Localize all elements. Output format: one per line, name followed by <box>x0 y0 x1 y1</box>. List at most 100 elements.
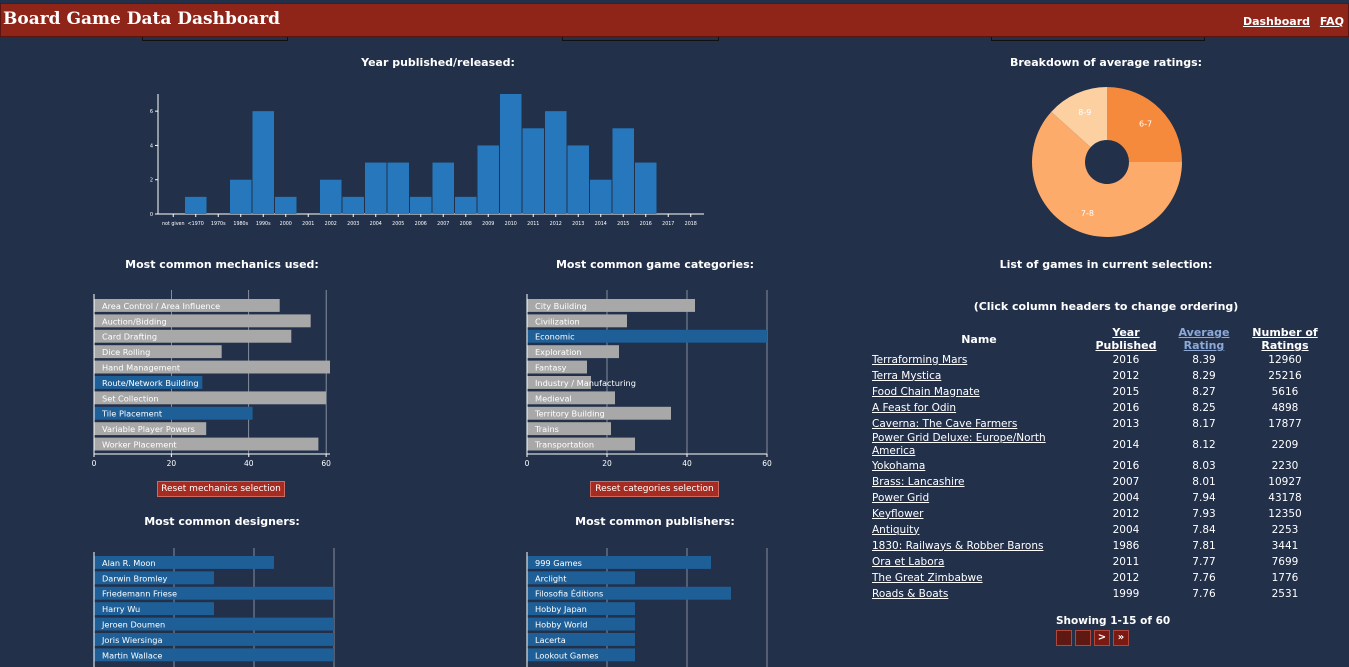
bar[interactable] <box>527 602 635 616</box>
x-tick-label: 2007 <box>437 221 449 227</box>
game-name-link[interactable]: Terra Mystica <box>872 369 942 382</box>
bar[interactable] <box>527 314 627 328</box>
game-name-link[interactable]: Yokohama <box>872 459 926 472</box>
reset-mechanics-button[interactable]: Reset mechanics selection <box>157 481 285 497</box>
bar[interactable] <box>94 314 311 328</box>
game-name-link[interactable]: Caverna: The Cave Farmers <box>872 417 1018 430</box>
bar[interactable] <box>527 648 635 662</box>
bar[interactable] <box>527 376 591 389</box>
column-header-year[interactable]: Year Published <box>1095 326 1157 352</box>
bar-label: Transportation <box>534 440 594 450</box>
game-name-link[interactable]: Terraforming Mars <box>872 353 968 366</box>
year-bar[interactable] <box>612 128 635 214</box>
x-tick-label: <1970 <box>188 221 204 227</box>
year-bar[interactable] <box>500 94 522 214</box>
bar[interactable] <box>94 360 330 374</box>
year-bar[interactable] <box>635 162 657 214</box>
year-bar[interactable] <box>185 196 207 214</box>
game-name-link[interactable]: Antiquity <box>872 523 920 536</box>
bar[interactable] <box>94 571 214 585</box>
bar[interactable] <box>527 345 619 359</box>
game-name-link[interactable]: A Feast for Odin <box>872 401 957 414</box>
bar[interactable] <box>94 633 334 646</box>
bar[interactable] <box>94 406 253 420</box>
nav-dashboard-link[interactable]: Dashboard <box>1242 15 1311 28</box>
categories-chart-title: Most common game categories: <box>555 258 755 271</box>
rating-cell: 7.76 <box>1192 587 1216 600</box>
game-name-link[interactable]: Power Grid <box>872 491 930 504</box>
bar[interactable] <box>527 391 615 405</box>
publishers-bar-chart: 999 Games Arclight Filosofia Éditions Hobby… <box>526 548 768 667</box>
num-cell: 25216 <box>1268 369 1302 382</box>
game-name-link[interactable]: The Great Zimbabwe <box>872 571 983 584</box>
donut-slice[interactable] <box>1051 87 1107 148</box>
next-page-button[interactable]: > <box>1094 630 1110 646</box>
year-bar[interactable] <box>365 162 387 214</box>
last-page-button[interactable]: » <box>1113 630 1129 646</box>
game-name-link[interactable]: Roads & Boats <box>872 587 949 600</box>
column-header-name[interactable]: Name <box>961 332 997 346</box>
game-name-link[interactable]: Brass: Lancashire <box>872 475 965 488</box>
num-cell: 12960 <box>1268 353 1302 366</box>
year-bar[interactable] <box>522 128 545 214</box>
year-bar[interactable] <box>252 111 275 214</box>
donut-slice[interactable] <box>1107 87 1182 162</box>
donut-slice[interactable] <box>1032 111 1182 237</box>
year-cell: 2011 <box>1112 555 1140 568</box>
first-page-button[interactable] <box>1056 630 1072 646</box>
bar[interactable] <box>527 633 635 646</box>
bar[interactable] <box>94 345 222 359</box>
column-header-num-ratings[interactable]: Number of Ratings <box>1252 326 1318 352</box>
game-name-link[interactable]: Food Chain Magnate <box>872 385 980 398</box>
year-bar[interactable] <box>387 162 410 214</box>
bar[interactable] <box>527 586 731 600</box>
x-tick-label: 60 <box>321 459 331 468</box>
bar[interactable] <box>94 376 203 389</box>
bar[interactable] <box>527 406 671 420</box>
bar[interactable] <box>527 329 767 343</box>
bar-label: Variable Player Powers <box>102 424 195 434</box>
bar[interactable] <box>527 437 635 451</box>
bar[interactable] <box>527 360 587 374</box>
year-bar[interactable] <box>275 196 297 214</box>
year-bar[interactable] <box>410 196 432 214</box>
year-bar[interactable] <box>545 111 567 214</box>
bar[interactable] <box>527 299 695 312</box>
bar[interactable] <box>527 617 635 631</box>
bar[interactable] <box>94 422 207 436</box>
year-bar[interactable] <box>590 179 612 214</box>
x-tick-label: 2016 <box>640 221 652 227</box>
table-row: Terra Mystica 2012 8.29 25216 <box>870 368 1326 384</box>
bar[interactable] <box>527 571 635 585</box>
year-cell: 2014 <box>1112 438 1140 451</box>
game-name-link[interactable]: Keyflower <box>872 507 924 520</box>
column-header-rating[interactable]: Average Rating <box>1178 326 1230 352</box>
bar[interactable] <box>527 422 611 436</box>
bar[interactable] <box>94 437 319 451</box>
year-cell: 2015 <box>1112 385 1140 398</box>
year-bar[interactable] <box>342 196 365 214</box>
game-name-link[interactable]: Power Grid Deluxe: Europe/North America <box>872 432 1046 457</box>
bar[interactable] <box>527 556 711 569</box>
prev-page-button[interactable] <box>1075 630 1091 646</box>
bar[interactable] <box>94 556 274 569</box>
bar[interactable] <box>94 329 292 343</box>
bar[interactable] <box>94 391 327 405</box>
year-bar[interactable] <box>320 179 342 214</box>
game-name-link[interactable]: Ora et Labora <box>872 555 945 568</box>
year-bar[interactable] <box>567 145 590 214</box>
bar[interactable] <box>94 648 334 662</box>
game-name-link[interactable]: 1830: Railways & Robber Barons <box>872 539 1044 552</box>
x-tick-label: 2011 <box>527 221 539 227</box>
bar[interactable] <box>94 299 280 312</box>
nav-faq-link[interactable]: FAQ <box>1319 15 1344 28</box>
year-bar[interactable] <box>455 196 477 214</box>
year-bar[interactable] <box>477 145 500 214</box>
table-row: Yokohama 2016 8.03 2230 <box>870 458 1326 474</box>
bar[interactable] <box>94 586 334 600</box>
reset-categories-button[interactable]: Reset categories selection <box>590 481 719 497</box>
year-bar[interactable] <box>230 179 252 214</box>
bar[interactable] <box>94 602 214 616</box>
year-bar[interactable] <box>432 162 455 214</box>
bar[interactable] <box>94 617 334 631</box>
